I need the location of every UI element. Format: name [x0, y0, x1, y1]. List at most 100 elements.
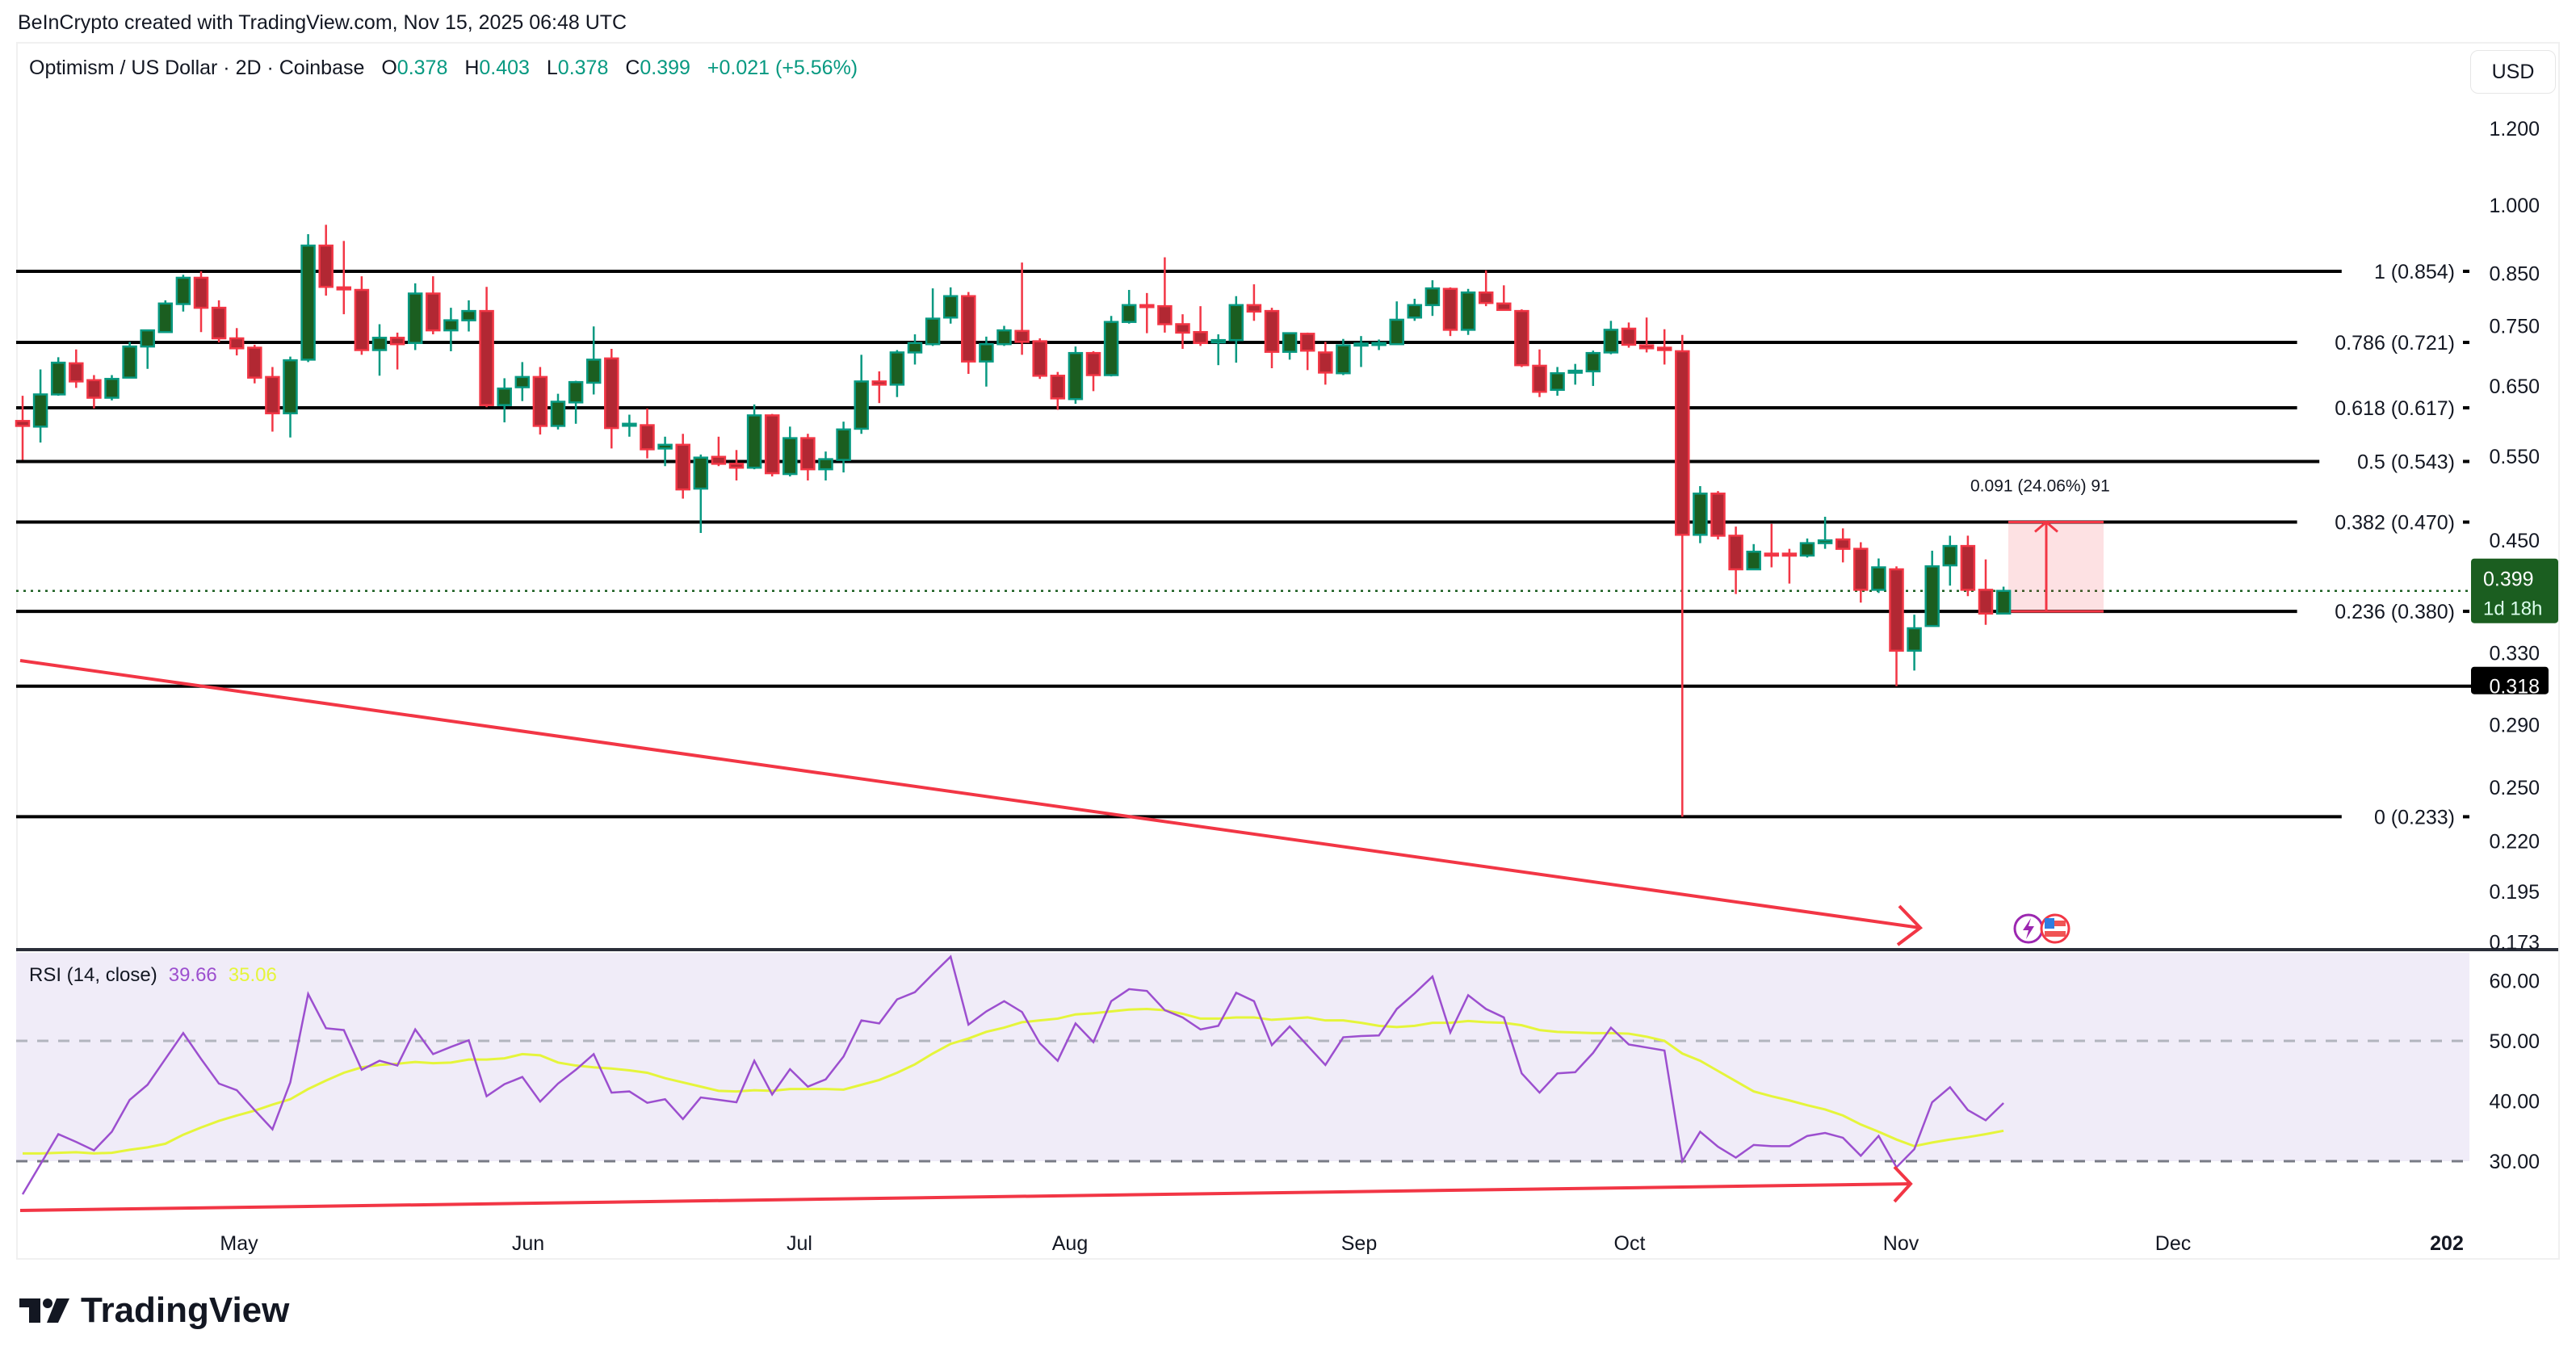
candle-down[interactable]: [318, 224, 334, 296]
candle-down[interactable]: [1175, 314, 1190, 350]
price-downtrend-line[interactable]: [19, 659, 1921, 929]
candle-down[interactable]: [1050, 371, 1066, 410]
candle-up[interactable]: [157, 300, 174, 334]
candle-down[interactable]: [479, 287, 494, 408]
candle-up[interactable]: [1924, 551, 1940, 627]
measure-box[interactable]: [2008, 522, 2104, 612]
candle-down[interactable]: [871, 371, 887, 404]
candle-down[interactable]: [1835, 528, 1851, 563]
candle-up[interactable]: [1460, 288, 1476, 335]
candle-down[interactable]: [1853, 542, 1869, 603]
candle-up[interactable]: [1068, 346, 1084, 405]
candle-up[interactable]: [996, 325, 1012, 346]
candle-up[interactable]: [550, 393, 566, 430]
candle-down[interactable]: [1764, 523, 1780, 568]
candle-down[interactable]: [247, 344, 262, 384]
candle-up[interactable]: [1282, 332, 1298, 360]
candle-down[interactable]: [1014, 262, 1030, 355]
candle-down[interactable]: [1638, 317, 1655, 353]
candle-up[interactable]: [942, 287, 959, 324]
candle-down[interactable]: [728, 450, 745, 480]
tradingview-logo[interactable]: TradingView: [19, 1290, 289, 1331]
candle-up[interactable]: [568, 380, 584, 424]
trend-drawings[interactable]: [19, 659, 1924, 1212]
candle-up[interactable]: [300, 233, 316, 363]
candle-up[interactable]: [514, 362, 531, 401]
price-range-measure[interactable]: 0.091 (24.06%) 91: [1970, 477, 2110, 613]
candle-down[interactable]: [604, 349, 619, 449]
candle-down[interactable]: [1318, 342, 1333, 385]
candle-up[interactable]: [1210, 334, 1226, 366]
candle-down[interactable]: [229, 328, 245, 356]
candle-down[interactable]: [193, 271, 209, 333]
candle-up[interactable]: [1603, 321, 1619, 354]
candle-down[interactable]: [1728, 526, 1743, 594]
candle-up[interactable]: [836, 422, 851, 473]
candle-up[interactable]: [283, 356, 298, 438]
candle-up[interactable]: [979, 336, 994, 387]
candle-up[interactable]: [1995, 586, 2012, 615]
lightning-event-icon[interactable]: [2013, 913, 2044, 944]
candle-up[interactable]: [407, 283, 423, 350]
candle-down[interactable]: [1781, 548, 1798, 584]
candle-up[interactable]: [1746, 543, 1761, 571]
candle-down[interactable]: [389, 332, 405, 370]
candle-down[interactable]: [1139, 292, 1155, 334]
candle-up[interactable]: [443, 308, 459, 351]
candle-up[interactable]: [140, 329, 155, 369]
candle-up[interactable]: [1407, 298, 1423, 321]
candle-up[interactable]: [497, 378, 512, 423]
candle-down[interactable]: [1299, 332, 1315, 371]
candle-down[interactable]: [764, 413, 780, 476]
candle-down[interactable]: [1532, 349, 1547, 397]
candle-up[interactable]: [175, 275, 191, 312]
candle-down[interactable]: [532, 367, 548, 435]
candle-up[interactable]: [1103, 316, 1119, 377]
candle-down[interactable]: [1978, 559, 1994, 625]
candle-up[interactable]: [1550, 367, 1565, 396]
candle-down[interactable]: [354, 276, 370, 355]
candle-down[interactable]: [86, 375, 102, 409]
candle-up[interactable]: [925, 288, 941, 346]
candle-down[interactable]: [1193, 306, 1208, 346]
candle-up[interactable]: [1424, 280, 1441, 317]
candle-up[interactable]: [657, 436, 673, 467]
candle-down[interactable]: [15, 396, 31, 460]
candle-up[interactable]: [1567, 363, 1583, 385]
currency-button[interactable]: USD: [2470, 50, 2556, 94]
candle-up[interactable]: [1371, 339, 1387, 350]
candle-up[interactable]: [1799, 538, 1815, 558]
candle-up[interactable]: [122, 342, 137, 379]
candle-up[interactable]: [104, 375, 120, 401]
candle-up[interactable]: [1389, 301, 1404, 346]
candle-down[interactable]: [1621, 322, 1637, 348]
candle-up[interactable]: [1871, 558, 1886, 594]
candle-down[interactable]: [1264, 308, 1280, 369]
candle-up[interactable]: [1942, 535, 1958, 586]
candle-up[interactable]: [746, 404, 762, 470]
candle-down[interactable]: [1960, 535, 1976, 597]
candle-down[interactable]: [1032, 338, 1047, 380]
time-axis[interactable]: May Jun Jul Aug Sep Oct Nov Dec 202: [220, 1232, 2463, 1255]
candle-up[interactable]: [32, 369, 48, 443]
candle-up[interactable]: [1817, 516, 1833, 549]
candle-down[interactable]: [675, 434, 690, 499]
candle-down[interactable]: [711, 436, 727, 467]
candle-down[interactable]: [1442, 287, 1458, 337]
candle-up[interactable]: [1907, 615, 1922, 671]
candle-up[interactable]: [461, 300, 476, 332]
candle-down[interactable]: [336, 241, 352, 315]
candle-up[interactable]: [50, 357, 66, 396]
candle-up[interactable]: [1693, 486, 1708, 543]
candle-up[interactable]: [889, 350, 905, 397]
candle-up[interactable]: [1353, 336, 1369, 367]
candle-down[interactable]: [426, 276, 441, 335]
candle-up[interactable]: [782, 426, 798, 476]
candle-down[interactable]: [1496, 285, 1512, 312]
candle-up[interactable]: [371, 324, 388, 376]
candle-down[interactable]: [1157, 257, 1173, 333]
candle-down[interactable]: [640, 408, 655, 459]
candle-down[interactable]: [1656, 329, 1672, 365]
candle-up[interactable]: [818, 451, 833, 480]
